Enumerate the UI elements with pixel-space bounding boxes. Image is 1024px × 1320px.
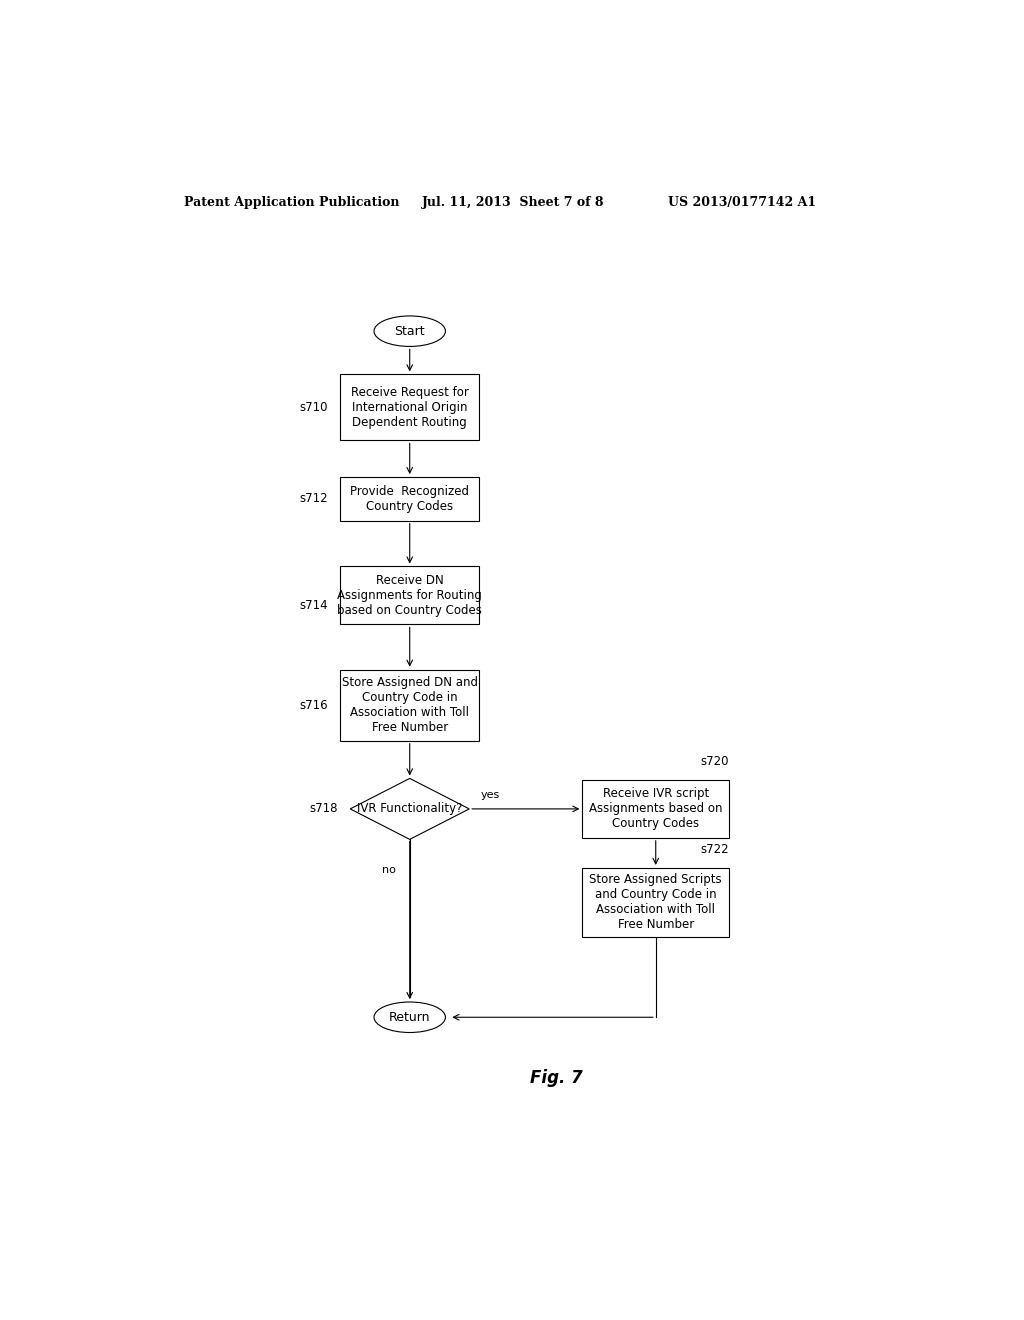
Text: Start: Start: [394, 325, 425, 338]
Text: s720: s720: [700, 755, 729, 768]
Text: s722: s722: [700, 842, 729, 855]
FancyBboxPatch shape: [340, 669, 479, 741]
Text: yes: yes: [481, 789, 501, 800]
Text: Patent Application Publication: Patent Application Publication: [183, 195, 399, 209]
FancyBboxPatch shape: [340, 477, 479, 521]
FancyBboxPatch shape: [340, 375, 479, 441]
Text: Provide  Recognized
Country Codes: Provide Recognized Country Codes: [350, 484, 469, 513]
Text: Receive DN
Assignments for Routing
based on Country Codes: Receive DN Assignments for Routing based…: [337, 574, 482, 616]
Text: Receive IVR script
Assignments based on
Country Codes: Receive IVR script Assignments based on …: [589, 788, 723, 830]
FancyBboxPatch shape: [583, 780, 729, 838]
Ellipse shape: [374, 315, 445, 346]
Text: Store Assigned Scripts
and Country Code in
Association with Toll
Free Number: Store Assigned Scripts and Country Code …: [590, 874, 722, 932]
Text: s716: s716: [300, 698, 329, 711]
Text: US 2013/0177142 A1: US 2013/0177142 A1: [668, 195, 816, 209]
FancyBboxPatch shape: [583, 867, 729, 937]
Text: Store Assigned DN and
Country Code in
Association with Toll
Free Number: Store Assigned DN and Country Code in As…: [342, 676, 478, 734]
FancyBboxPatch shape: [340, 566, 479, 624]
Text: s712: s712: [300, 492, 329, 506]
Text: Receive Request for
International Origin
Dependent Routing: Receive Request for International Origin…: [351, 385, 469, 429]
Text: IVR Functionality?: IVR Functionality?: [357, 803, 463, 816]
Text: s718: s718: [310, 803, 338, 816]
Ellipse shape: [374, 1002, 445, 1032]
Text: Return: Return: [389, 1011, 430, 1024]
Text: Fig. 7: Fig. 7: [530, 1069, 583, 1088]
Text: s710: s710: [300, 401, 329, 414]
Text: no: no: [382, 865, 395, 875]
Polygon shape: [350, 779, 469, 840]
Text: Jul. 11, 2013  Sheet 7 of 8: Jul. 11, 2013 Sheet 7 of 8: [422, 195, 604, 209]
Text: s714: s714: [300, 599, 329, 612]
